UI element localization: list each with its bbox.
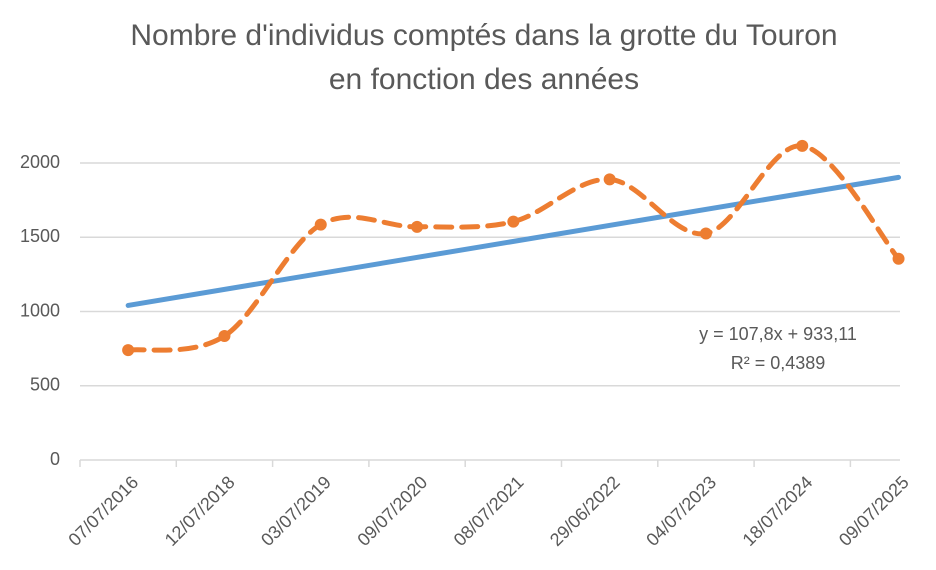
point (603, 173, 616, 186)
point (122, 344, 135, 357)
x-tick-label: 08/07/2021 (450, 472, 528, 550)
x-tick-label: 18/07/2024 (739, 472, 817, 550)
x-tick-label: 09/07/2020 (353, 472, 431, 550)
series-line (125, 143, 902, 353)
x-tick-label: 12/07/2018 (161, 472, 239, 550)
y-tick-label: 500 (30, 375, 60, 395)
y-tick-label: 2000 (20, 152, 60, 172)
point (796, 139, 809, 152)
point (507, 215, 520, 228)
y-tick-label: 1500 (20, 226, 60, 246)
trendline (125, 174, 902, 308)
point (699, 227, 712, 240)
x-tick-label: 04/07/2023 (642, 472, 720, 550)
trend-equation: y = 107,8x + 933,11 (699, 324, 857, 344)
x-tick-label: 03/07/2019 (257, 472, 335, 550)
x-tick-label: 09/07/2025 (835, 472, 913, 550)
point (892, 252, 905, 265)
point (218, 330, 231, 343)
point (411, 220, 424, 233)
chart-title: Nombre d'individus comptés dans la grott… (130, 19, 838, 96)
x-tick-label: 29/06/2022 (546, 472, 624, 550)
y-tick-label: 0 (50, 449, 60, 469)
point (314, 218, 327, 231)
trend-r2: R² = 0,4389 (731, 353, 826, 373)
y-tick-label: 1000 (20, 300, 60, 320)
x-tick-label: 07/07/2016 (64, 472, 142, 550)
